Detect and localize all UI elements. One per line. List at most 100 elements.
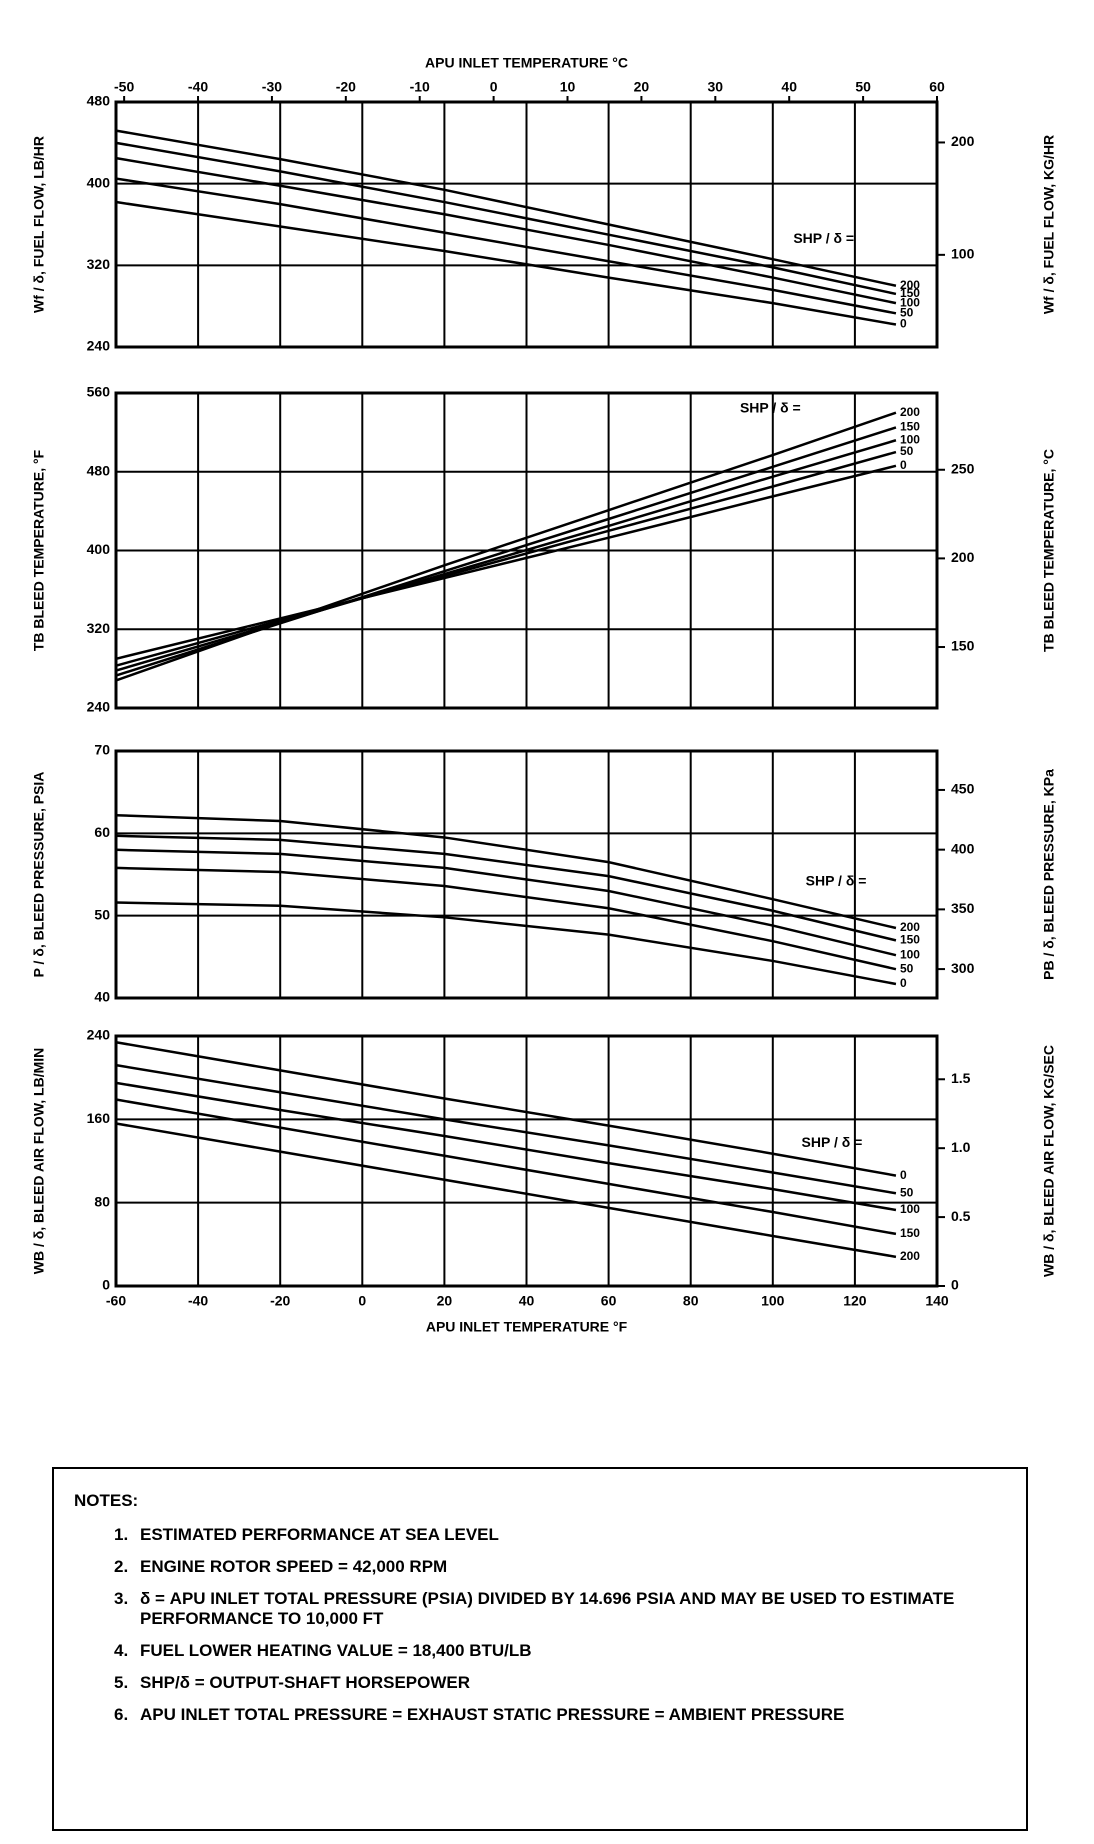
note-item: 3. δ = APU INLET TOTAL PRESSURE (PSIA) DI… xyxy=(114,1589,1006,1629)
series-line xyxy=(115,1081,897,1212)
y-axis-label: P / δ, BLEED PRESSURE, PSIA xyxy=(31,772,47,978)
y-tick-label: 320 xyxy=(87,256,111,272)
x2-tick-label: 50 xyxy=(855,79,871,95)
y-tick-label: 60 xyxy=(94,824,110,840)
y2-tick-label: 100 xyxy=(951,246,975,262)
x-tick-label: 120 xyxy=(843,1293,867,1309)
series-line xyxy=(115,156,897,305)
series-line xyxy=(115,141,897,296)
y2-tick-label: 0.5 xyxy=(951,1208,971,1224)
series-line xyxy=(115,426,897,677)
series-label: 100 xyxy=(900,1202,920,1216)
x-tick-label: 0 xyxy=(358,1293,366,1309)
y2-tick-label: 150 xyxy=(951,638,975,654)
series-line xyxy=(115,848,897,957)
series-label: 150 xyxy=(900,1226,920,1240)
y-tick-label: 240 xyxy=(87,1027,111,1043)
note-number: 2. xyxy=(114,1557,129,1576)
series-line xyxy=(115,1122,897,1259)
note-text: APU INLET TOTAL PRESSURE = EXHAUST STATI… xyxy=(140,1705,845,1724)
x-tick-label: 140 xyxy=(925,1293,949,1309)
note-number: 3. xyxy=(114,1589,129,1608)
series-line xyxy=(115,411,897,682)
x2-tick-label: 10 xyxy=(560,79,576,95)
series-label: 0 xyxy=(900,976,907,990)
x2-tick-label: 20 xyxy=(634,79,650,95)
y2-axis-label: TB BLEED TEMPERATURE, °C xyxy=(1041,449,1057,652)
x-tick-label: -60 xyxy=(106,1293,126,1309)
notes-box: NOTES: 1. ESTIMATED PERFORMANCE AT SEA LE… xyxy=(52,1467,1028,1831)
y2-axis-label: PB / δ, BLEED PRESSURE, KPa xyxy=(1041,769,1057,980)
y-tick-label: 320 xyxy=(87,620,111,636)
x-tick-label: 80 xyxy=(683,1293,699,1309)
y2-tick-label: 200 xyxy=(951,133,975,149)
y2-tick-label: 0 xyxy=(951,1277,959,1293)
series-line xyxy=(115,834,897,942)
note-item: 2. ENGINE ROTOR SPEED = 42,000 RPM xyxy=(114,1557,1006,1577)
y2-tick-label: 250 xyxy=(951,460,975,476)
x2-tick-label: -30 xyxy=(262,79,282,95)
x-tick-label: 20 xyxy=(437,1293,453,1309)
x2-tick-label: -50 xyxy=(114,79,134,95)
series-label: 100 xyxy=(900,432,920,446)
series-label: 150 xyxy=(900,286,920,300)
annotation: SHP / δ = xyxy=(793,230,854,246)
x2-tick-label: 0 xyxy=(490,79,498,95)
series-line xyxy=(115,450,897,667)
x2-tick-label: 40 xyxy=(781,79,797,95)
note-text: FUEL LOWER HEATING VALUE = 18,400 BTU/LB xyxy=(140,1641,532,1660)
y-tick-label: 400 xyxy=(87,541,111,557)
y2-tick-label: 1.0 xyxy=(951,1139,971,1155)
x-tick-label: -20 xyxy=(270,1293,290,1309)
x2-tick-label: 30 xyxy=(708,79,724,95)
y-tick-label: 70 xyxy=(94,742,110,758)
note-text: ENGINE ROTOR SPEED = 42,000 RPM xyxy=(140,1557,448,1576)
y-tick-label: 240 xyxy=(87,338,111,354)
y-tick-label: 40 xyxy=(94,989,110,1005)
x-tick-label: 60 xyxy=(601,1293,617,1309)
x-axis-label: APU INLET TEMPERATURE °F xyxy=(426,1319,628,1335)
series-label: 50 xyxy=(900,1185,914,1199)
y-tick-label: 160 xyxy=(87,1110,111,1126)
series-line xyxy=(115,129,897,287)
note-text: δ = APU INLET TOTAL PRESSURE (PSIA) DIVI… xyxy=(140,1589,955,1628)
series-line xyxy=(115,200,897,326)
series-line xyxy=(115,177,897,315)
notes-list: 1. ESTIMATED PERFORMANCE AT SEA LEVEL 2. EN… xyxy=(74,1525,1006,1725)
y-axis-label: WB / δ, BLEED AIR FLOW, LB/MIN xyxy=(31,1048,47,1275)
series-line xyxy=(115,901,897,986)
series-label: 0 xyxy=(900,458,907,472)
series-line xyxy=(115,439,897,672)
y-tick-label: 560 xyxy=(87,384,111,400)
note-text: SHP/δ = OUTPUT-SHAFT HORSEPOWER xyxy=(140,1673,471,1692)
note-item: 6. APU INLET TOTAL PRESSURE = EXHAUST STA… xyxy=(114,1705,1006,1725)
x2-tick-label: -40 xyxy=(188,79,208,95)
y-tick-label: 0 xyxy=(102,1277,110,1293)
x2-tick-label: -10 xyxy=(410,79,430,95)
y-tick-label: 480 xyxy=(87,462,111,478)
y2-axis-label: WB / δ, BLEED AIR FLOW, KG/SEC xyxy=(1041,1045,1057,1277)
series-label: 100 xyxy=(900,947,920,961)
series-line xyxy=(115,464,897,660)
series-label: 200 xyxy=(900,1249,920,1263)
series-label: 0 xyxy=(900,317,907,331)
series-label: 200 xyxy=(900,405,920,419)
series-line xyxy=(115,1063,897,1195)
note-number: 4. xyxy=(114,1641,129,1660)
note-number: 6. xyxy=(114,1705,129,1724)
y-tick-label: 480 xyxy=(87,93,111,109)
series-line xyxy=(115,866,897,971)
y-tick-label: 80 xyxy=(94,1193,110,1209)
series-label: 50 xyxy=(900,305,914,319)
series-label: 0 xyxy=(900,1168,907,1182)
series-label: 200 xyxy=(900,920,920,934)
annotation: SHP / δ = xyxy=(802,1134,863,1150)
note-item: 4. FUEL LOWER HEATING VALUE = 18,400 BTU/… xyxy=(114,1641,1006,1661)
note-number: 5. xyxy=(114,1673,129,1692)
note-number: 1. xyxy=(114,1525,129,1544)
series-label: 150 xyxy=(900,933,920,947)
series-label: 200 xyxy=(900,278,920,292)
x-tick-label: 40 xyxy=(519,1293,535,1309)
